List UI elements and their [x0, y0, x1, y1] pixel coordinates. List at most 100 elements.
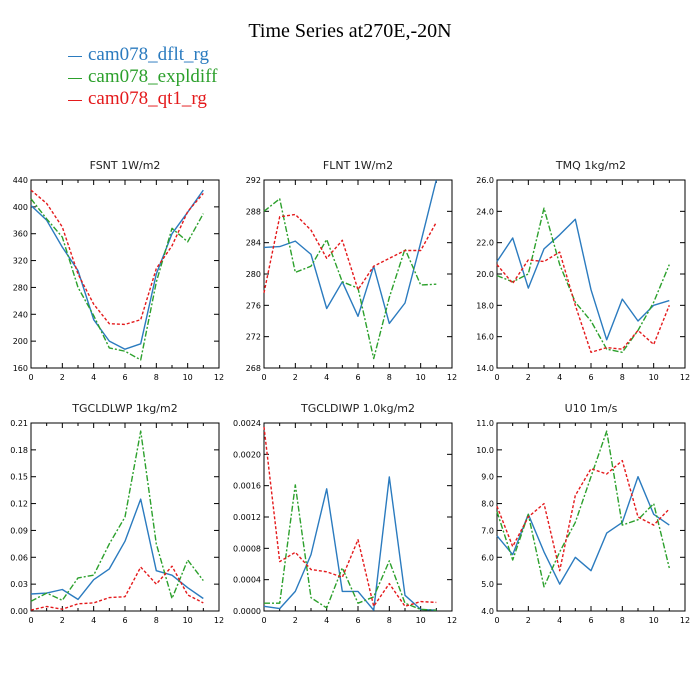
panel-title: FSNT 1W/m2: [90, 159, 161, 172]
x-tick-label: 8: [620, 373, 625, 382]
x-tick-label: 2: [293, 616, 298, 625]
x-tick-label: 2: [60, 373, 65, 382]
y-tick-label: 160: [13, 364, 28, 373]
x-tick-label: 2: [60, 616, 65, 625]
series-line-qt1: [496, 251, 670, 353]
series-line-qt1: [263, 213, 437, 293]
x-tick-label: 2: [526, 373, 531, 382]
y-tick-label: 0.21: [10, 419, 28, 428]
y-tick-label: 10.0: [476, 446, 494, 455]
y-tick-label: 6.0: [481, 553, 494, 562]
x-tick-label: 4: [91, 373, 96, 382]
chart-panel-0: FSNT 1W/m2 160 200 240 280 320 360 400 440 0 2 4 6 8 1…: [13, 159, 224, 382]
y-tick-label: 0.0016: [233, 482, 261, 491]
plot-frame: [263, 179, 453, 369]
y-tick-label: 24.0: [476, 207, 494, 216]
x-tick-label: 4: [91, 616, 96, 625]
x-tick-label: 0: [494, 373, 499, 382]
x-tick-label: 10: [649, 373, 659, 382]
legend-item-expldiff: cam078_expldiff: [68, 66, 217, 88]
x-tick-label: 0: [261, 616, 266, 625]
x-tick-label: 10: [416, 373, 426, 382]
plot-frame: [496, 179, 686, 369]
x-tick-label: 10: [183, 616, 193, 625]
legend-label-expldiff: cam078_expldiff: [88, 66, 218, 87]
x-tick-label: 12: [680, 373, 690, 382]
series-line-dflt: [263, 179, 437, 325]
legend-swatch-qt1: [68, 99, 82, 101]
series-line-expldiff: [30, 198, 204, 361]
series-line-dflt: [263, 476, 437, 611]
series-line-qt1: [30, 189, 204, 326]
y-tick-label: 280: [246, 270, 261, 279]
chart-panel-1: FLNT 1W/m2 268 272 276 280 284 288 292 0 2 4 6 8 10 12: [246, 159, 457, 382]
chart-panel-5: U10 1m/s 4.0 5.0 6.0 7.0 8.0 9.0 10.0 11.0 0 2 4 6 8 1…: [476, 402, 690, 625]
x-tick-label: 2: [526, 616, 531, 625]
y-tick-label: 440: [13, 176, 28, 185]
series-line-expldiff: [30, 430, 204, 602]
legend: cam078_dflt_rg cam078_expldiff cam078_qt…: [68, 44, 217, 110]
y-tick-label: 0.15: [10, 473, 28, 482]
x-tick-label: 6: [588, 616, 593, 625]
x-tick-label: 10: [416, 616, 426, 625]
series-line-qt1: [30, 565, 204, 611]
y-tick-label: 0.0012: [233, 513, 261, 522]
x-tick-label: 8: [387, 373, 392, 382]
x-tick-label: 10: [183, 373, 193, 382]
y-tick-label: 0.0024: [233, 419, 261, 428]
series-line-dflt: [30, 189, 204, 350]
y-tick-label: 4.0: [481, 607, 494, 616]
y-tick-label: 9.0: [481, 473, 494, 482]
x-tick-label: 0: [28, 373, 33, 382]
series-line-expldiff: [263, 198, 437, 360]
x-tick-label: 12: [214, 373, 224, 382]
y-tick-label: 14.0: [476, 364, 494, 373]
x-tick-label: 4: [557, 616, 562, 625]
x-tick-label: 4: [557, 373, 562, 382]
y-tick-label: 200: [13, 337, 28, 346]
legend-item-qt1: cam078_qt1_rg: [68, 88, 217, 110]
legend-swatch-dflt: [68, 55, 82, 57]
y-tick-label: 284: [246, 239, 261, 248]
y-tick-label: 400: [13, 203, 28, 212]
y-tick-label: 268: [246, 364, 261, 373]
y-tick-label: 288: [246, 207, 261, 216]
y-tick-label: 240: [13, 310, 28, 319]
legend-label-qt1: cam078_qt1_rg: [88, 88, 207, 109]
figure-title: Time Series at270E,-20N: [248, 20, 452, 42]
x-tick-label: 10: [649, 616, 659, 625]
y-tick-label: 0.0000: [233, 607, 261, 616]
x-tick-label: 6: [122, 616, 127, 625]
plot-frame: [263, 422, 453, 612]
x-tick-label: 8: [154, 373, 159, 382]
y-tick-label: 0.06: [10, 553, 28, 562]
x-tick-label: 6: [355, 373, 360, 382]
panel-title: TGCLDIWP 1.0kg/m2: [300, 402, 415, 415]
y-tick-label: 0.18: [10, 446, 28, 455]
y-tick-label: 20.0: [476, 270, 494, 279]
y-tick-label: 22.0: [476, 239, 494, 248]
x-tick-label: 8: [154, 616, 159, 625]
x-tick-label: 8: [620, 616, 625, 625]
panel-title: TMQ 1kg/m2: [555, 159, 626, 172]
x-tick-label: 6: [122, 373, 127, 382]
x-tick-label: 12: [447, 373, 457, 382]
x-tick-label: 4: [324, 616, 329, 625]
y-tick-label: 26.0: [476, 176, 494, 185]
x-tick-label: 8: [387, 616, 392, 625]
panel-title: FLNT 1W/m2: [323, 159, 393, 172]
y-tick-label: 0.0020: [233, 450, 261, 459]
y-tick-label: 360: [13, 230, 28, 239]
series-line-dflt: [496, 218, 670, 341]
y-tick-label: 0.00: [10, 607, 28, 616]
x-tick-label: 12: [447, 616, 457, 625]
chart-panel-4: TGCLDIWP 1.0kg/m2 0.0000 0.0004 0.0008 0.001…: [233, 402, 457, 625]
y-tick-label: 320: [13, 257, 28, 266]
y-tick-label: 5.0: [481, 580, 494, 589]
legend-item-dflt: cam078_dflt_rg: [68, 44, 217, 66]
y-tick-label: 11.0: [476, 419, 494, 428]
series-line-qt1: [496, 459, 670, 572]
x-tick-label: 2: [293, 373, 298, 382]
x-tick-label: 0: [261, 373, 266, 382]
